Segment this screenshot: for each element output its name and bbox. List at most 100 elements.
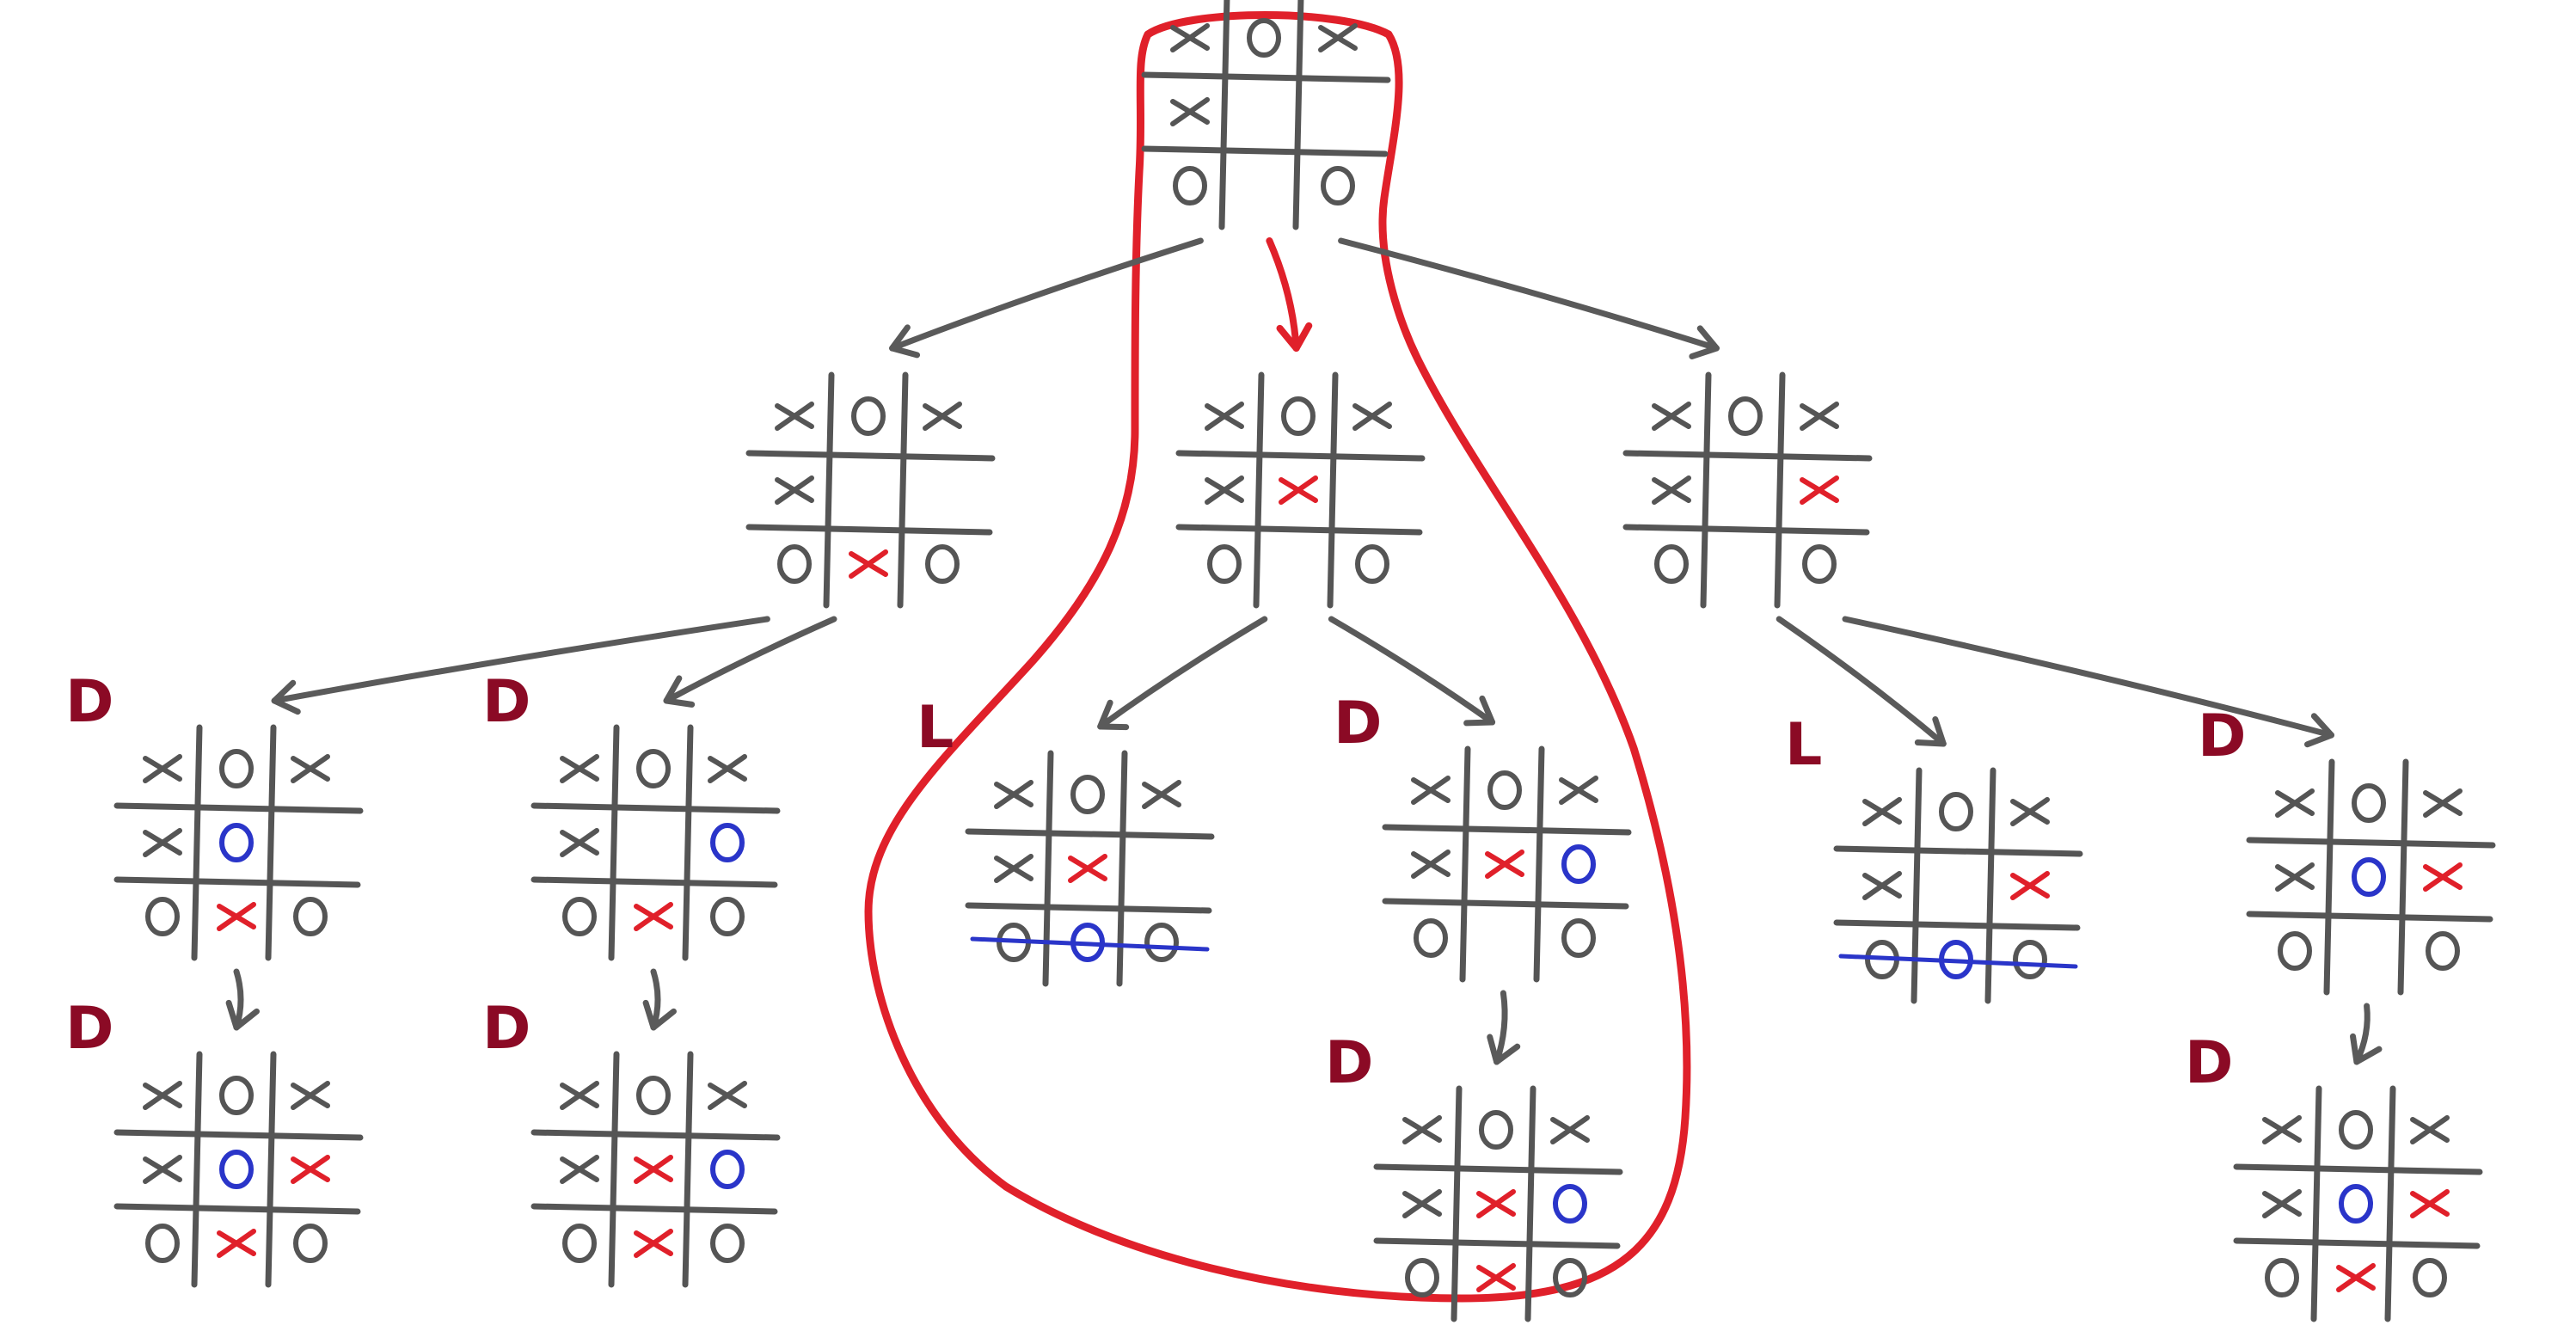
o-mark: [636, 749, 671, 788]
x-mark: [1142, 780, 1181, 809]
result-label: D: [1325, 1029, 1373, 1097]
tree-edge-mr-mrc: [1487, 990, 1521, 1065]
o-mark: [562, 897, 597, 936]
o-mark: [2339, 1110, 2373, 1150]
o-mark: [777, 544, 812, 584]
x-mark: [1485, 850, 1524, 879]
o-mark: [293, 1224, 328, 1263]
tree-edge-left-lr: [663, 616, 837, 708]
x-mark: [560, 1155, 599, 1184]
board-mr: D: [1334, 690, 1632, 983]
o-mark: [1173, 166, 1207, 205]
result-label: D: [2198, 702, 2246, 770]
o-mark: [562, 1224, 597, 1263]
o-mark: [2339, 1184, 2373, 1224]
x-mark: [1205, 402, 1244, 431]
x-mark: [1411, 850, 1451, 879]
x-mark: [1402, 1115, 1442, 1144]
x-mark: [1352, 402, 1392, 431]
o-mark: [1247, 18, 1281, 58]
o-mark: [1207, 544, 1242, 584]
tree-edge-mid-mr: [1328, 616, 1496, 727]
board-grid: [745, 371, 996, 609]
board-grid: [1141, 0, 1391, 230]
x-mark: [1800, 475, 1839, 505]
board-grid: [1373, 1085, 1623, 1322]
tree-edge-mid-ml: [1097, 616, 1268, 731]
board-root: [1141, 0, 1391, 230]
x-mark: [560, 754, 599, 783]
x-mark: [1318, 23, 1358, 52]
o-mark: [1144, 923, 1179, 962]
x-mark: [1170, 97, 1210, 126]
o-mark: [1802, 544, 1837, 584]
x-mark: [143, 754, 182, 783]
x-mark: [1476, 1263, 1516, 1292]
tree-edge-root-right: [1338, 237, 1720, 359]
o-mark: [1487, 770, 1522, 810]
x-mark: [143, 828, 182, 857]
board-lr: D: [482, 668, 781, 961]
winning-line: [970, 936, 1210, 952]
x-mark: [1476, 1189, 1516, 1218]
o-mark: [2278, 931, 2312, 971]
board-lrc: D: [482, 995, 781, 1288]
o-mark: [2265, 1258, 2299, 1297]
board-rl: L: [1785, 711, 2083, 1004]
result-label: D: [2185, 1029, 2233, 1097]
o-mark: [636, 1076, 671, 1115]
o-mark: [219, 749, 254, 788]
o-mark: [1561, 844, 1596, 884]
o-mark: [1728, 396, 1763, 436]
board-ll: D: [65, 668, 364, 961]
x-mark: [1652, 475, 1691, 505]
o-mark: [710, 1224, 745, 1263]
x-mark: [2423, 862, 2463, 892]
x-mark: [775, 475, 814, 505]
board-right: [1622, 371, 1873, 609]
o-mark: [219, 823, 254, 862]
x-mark: [291, 1081, 330, 1110]
x-mark: [2423, 788, 2463, 818]
x-mark: [923, 402, 962, 431]
o-mark: [851, 396, 886, 436]
tree-edge-root-mid: [1266, 237, 1313, 352]
x-mark: [708, 754, 747, 783]
x-mark: [1279, 475, 1318, 505]
board-grid: [2246, 758, 2496, 996]
o-mark: [2013, 940, 2047, 979]
result-label: D: [482, 668, 531, 736]
o-mark: [1405, 1258, 1439, 1297]
x-mark: [1652, 402, 1691, 431]
edges-layer: [225, 237, 2383, 1065]
tree-edge-root-left: [889, 237, 1204, 359]
x-mark: [1402, 1189, 1442, 1218]
o-mark: [1939, 792, 1973, 831]
result-label: D: [482, 995, 531, 1063]
result-label: L: [917, 694, 954, 762]
x-mark: [1411, 776, 1451, 805]
x-mark: [143, 1155, 182, 1184]
board-mid: [1175, 371, 1426, 609]
o-mark: [145, 897, 180, 936]
o-mark: [925, 544, 960, 584]
x-mark: [634, 1155, 673, 1184]
o-mark: [145, 1224, 180, 1263]
board-rrc: D: [2185, 1029, 2483, 1322]
x-mark: [1550, 1115, 1590, 1144]
tree-edge-right-rr: [1842, 616, 2334, 748]
x-mark: [634, 902, 673, 931]
x-mark: [2410, 1189, 2450, 1218]
selected-branch-highlight: [864, 11, 1691, 1303]
o-mark: [2352, 783, 2386, 823]
board-llc: D: [65, 995, 364, 1288]
x-mark: [2010, 871, 2050, 900]
o-mark: [1561, 918, 1596, 958]
tree-edge-rr-rrc: [2350, 1003, 2383, 1065]
x-mark: [1170, 23, 1210, 52]
o-mark: [2352, 857, 2386, 897]
board-grid: [1382, 745, 1632, 983]
x-mark: [994, 854, 1033, 883]
o-mark: [1414, 918, 1448, 958]
